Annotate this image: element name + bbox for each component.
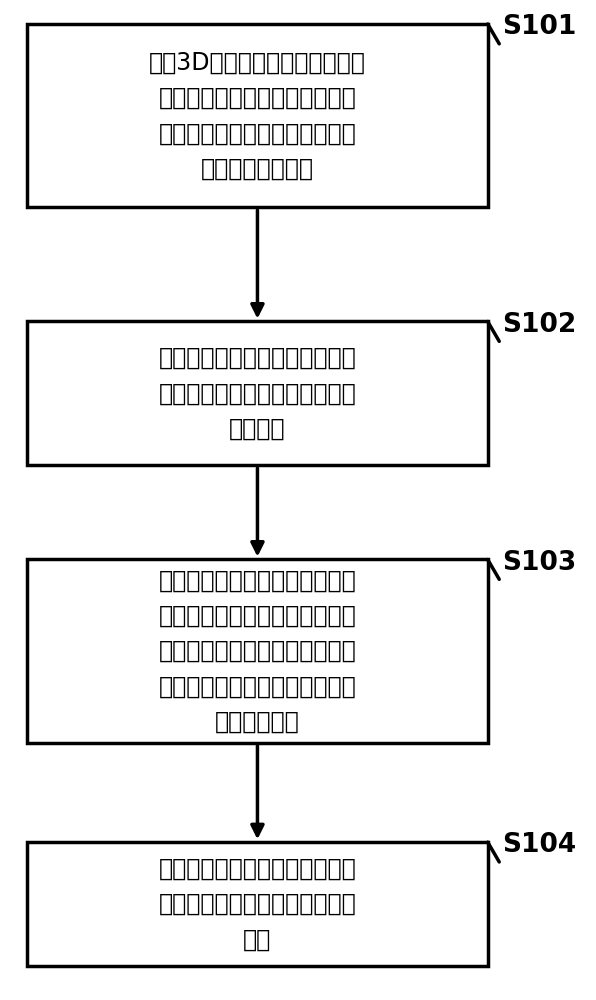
Text: S101: S101 xyxy=(502,14,576,40)
Text: S103: S103 xyxy=(502,550,576,576)
Bar xyxy=(27,560,488,743)
Text: S104: S104 xyxy=(502,832,576,858)
Text: 检测3D试戴中所生成的视频的每
一帧图像，生成对应于所述视频
中各帧图像的检测数据，所述检
测数据包括偏航角: 检测3D试戴中所生成的视频的每 一帧图像，生成对应于所述视频 中各帧图像的检测数… xyxy=(149,51,366,181)
Bar xyxy=(27,842,488,966)
Text: 对所述有效序列图集中每一帧图
像进行重检测，以生成对应于所
述有效序列图集中各帧图像的重
检测数据，所述重检测数据包括
重检测偏航角: 对所述有效序列图集中每一帧图 像进行重检测，以生成对应于所 述有效序列图集中各帧… xyxy=(159,568,356,734)
Text: S102: S102 xyxy=(502,312,576,338)
Bar xyxy=(27,24,488,207)
Text: 根据所述有效序列图集中各帧图
像的顺序对所述重检偏航角进行
校正: 根据所述有效序列图集中各帧图 像的顺序对所述重检偏航角进行 校正 xyxy=(159,857,356,952)
Bar xyxy=(27,322,488,465)
Text: 选取所述偏航角在第一阈值范围
内的各帧所述图像，以构成有效
序列图集: 选取所述偏航角在第一阈值范围 内的各帧所述图像，以构成有效 序列图集 xyxy=(159,346,356,441)
